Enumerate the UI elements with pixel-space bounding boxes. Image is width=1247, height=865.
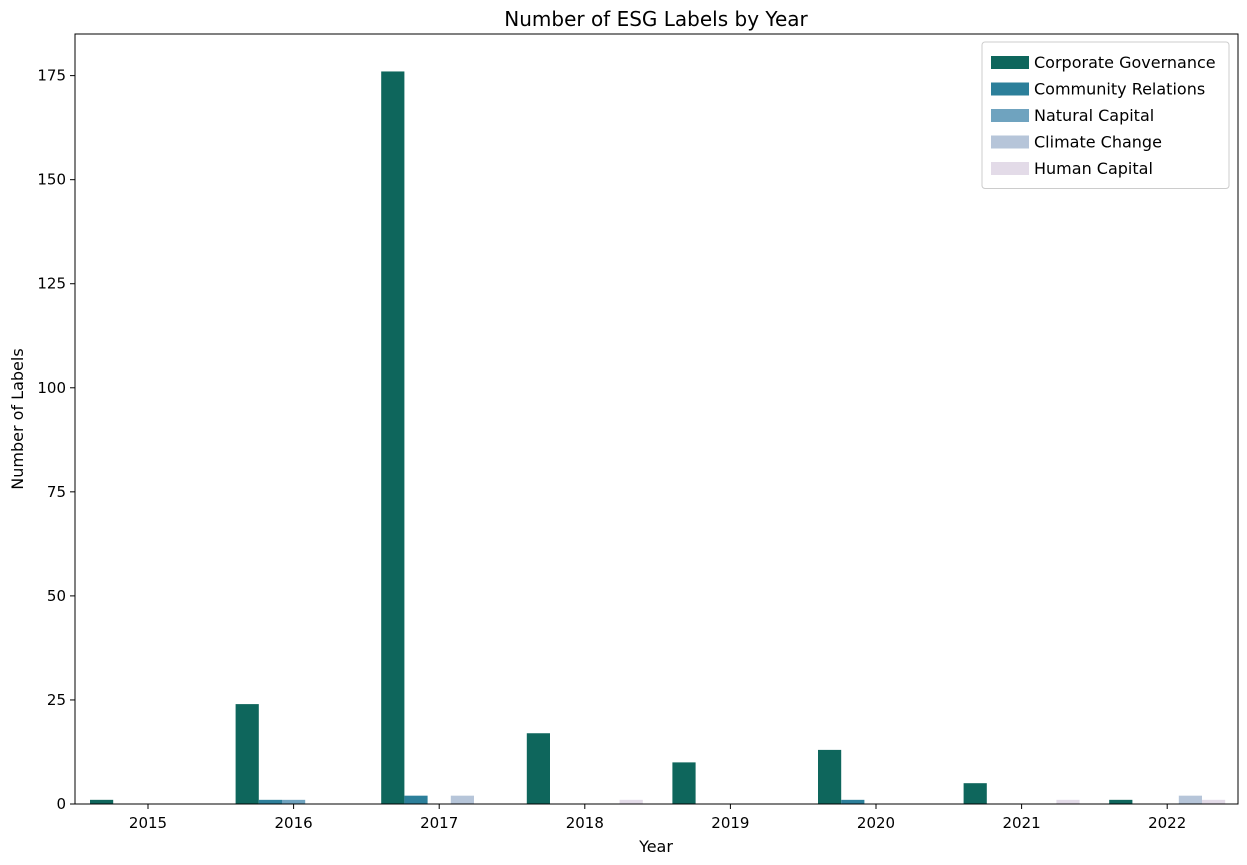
bar-2017-series-1 [404,795,428,804]
x-tick-label: 2015 [129,814,167,832]
bar-2016-series-2 [282,799,306,804]
chart-title: Number of ESG Labels by Year [504,7,808,31]
y-tick-label: 50 [47,587,66,605]
bar-2022-series-0 [1109,799,1133,804]
plot-frame [74,33,1239,805]
bar-2016-series-0 [235,704,259,804]
x-tick-label: 2022 [1148,814,1186,832]
x-tick-label: 2016 [275,814,313,832]
legend-entry: Corporate Governance [1034,53,1216,72]
y-tick-label: 125 [37,275,66,293]
y-axis-label: Number of Labels [8,348,27,489]
y-tick-label: 100 [37,379,66,397]
bar-2020-series-0 [818,749,842,804]
bar-2022-series-4 [1202,799,1226,804]
legend-swatch [991,109,1029,122]
x-axis-label: Year [638,837,673,856]
bars-group [90,71,1226,804]
bar-2018-series-0 [526,733,550,804]
legend-swatch [991,162,1029,175]
bar-2021-series-4 [1056,799,1080,804]
y-tick-label: 0 [56,795,66,813]
bar-2020-series-1 [841,799,865,804]
bar-2015-series-0 [90,799,114,804]
x-tick-label: 2017 [420,814,458,832]
bar-2017-series-3 [450,795,474,804]
y-tick-label: 175 [37,67,66,85]
bar-2022-series-3 [1178,795,1202,804]
legend-swatch [991,82,1029,96]
bar-2017-series-0 [381,71,405,804]
legend-entry: Natural Capital [1034,106,1154,125]
x-axis-ticks: 2015 2016 2017 2018 2019 2020 2021 2022 [129,804,1186,832]
bar-2018-series-4 [619,799,643,804]
legend-swatch [991,135,1029,149]
legend-entry: Community Relations [1034,80,1205,99]
bar-2021-series-0 [963,783,987,804]
y-tick-label: 75 [47,483,66,501]
y-tick-label: 150 [37,171,66,189]
x-tick-label: 2019 [711,814,749,832]
legend: Corporate Governance Community Relations N… [981,41,1230,189]
x-tick-label: 2020 [857,814,895,832]
y-tick-label: 25 [47,691,66,709]
y-axis-ticks: 0 25 50 75 100 125 150 175 [37,67,75,813]
bar-2016-series-1 [258,799,282,804]
legend-entry: Climate Change [1034,133,1162,152]
legend-swatch [991,56,1029,69]
legend-entry: Human Capital [1034,159,1153,178]
legend-box [981,41,1230,189]
bar-2019-series-0 [672,762,696,804]
x-tick-label: 2021 [1003,814,1041,832]
x-tick-label: 2018 [566,814,604,832]
